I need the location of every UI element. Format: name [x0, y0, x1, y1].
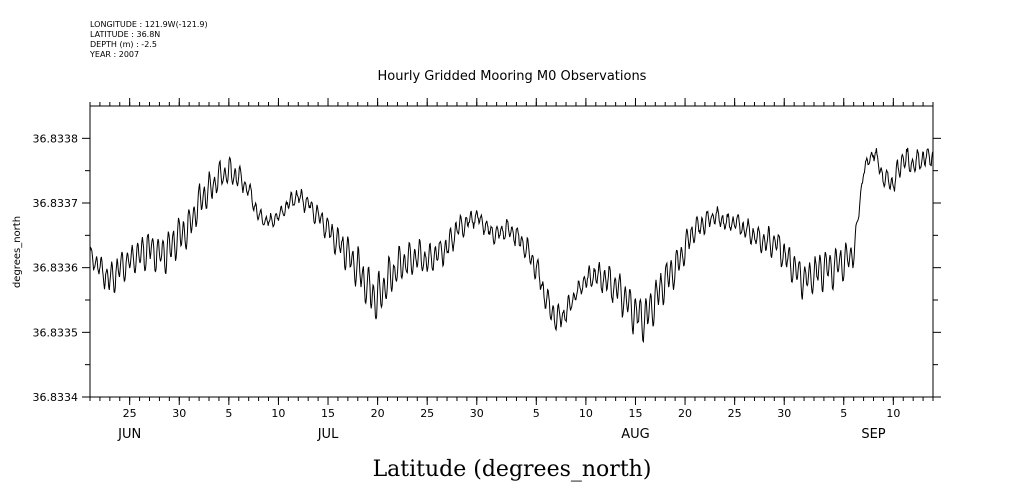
y-tick-label: 36.8334	[33, 391, 79, 404]
x-tick-label: 5	[840, 407, 847, 420]
y-tick-label: 36.8337	[33, 197, 79, 210]
year-info: YEAR : 2007	[90, 50, 140, 59]
y-tick-label: 36.8336	[33, 262, 79, 275]
depth-info: DEPTH (m) : -2.5	[90, 40, 157, 49]
x-tick-label: 10	[886, 407, 900, 420]
x-tick-label: 10	[579, 407, 593, 420]
y-tick-label: 36.8335	[33, 326, 79, 339]
x-tick-label: 10	[271, 407, 285, 420]
x-tick-label: 5	[533, 407, 540, 420]
x-month-label: JUN	[117, 427, 141, 442]
chart-title: Hourly Gridded Mooring M0 Observations	[378, 69, 647, 84]
x-axis-ticks	[89, 98, 934, 405]
plot-frame	[89, 105, 934, 398]
x-tick-label: 25	[123, 407, 137, 420]
longitude-info: LONGITUDE : 121.9W(-121.9)	[90, 20, 208, 29]
x-axis-month-labels: JUN JUL AUG SEP	[117, 427, 886, 442]
x-tick-label: 30	[172, 407, 186, 420]
x-month-label: JUL	[317, 427, 339, 442]
x-tick-label: 15	[628, 407, 642, 420]
x-tick-label: 25	[728, 407, 742, 420]
x-tick-label: 30	[470, 407, 484, 420]
x-tick-label: 25	[420, 407, 434, 420]
x-month-label: SEP	[861, 427, 885, 442]
series-line	[89, 147, 934, 344]
x-axis-label: Latitude (degrees_north)	[373, 457, 652, 482]
y-axis-tick-labels: 36.8334 36.8335 36.8336 36.8337 36.8338	[33, 132, 79, 404]
x-tick-label: 15	[321, 407, 335, 420]
y-tick-label: 36.8338	[33, 132, 79, 145]
x-tick-label: 30	[777, 407, 791, 420]
dataset-info: LONGITUDE : 121.9W(-121.9) LATITUDE : 36…	[90, 20, 208, 60]
y-axis-label: degrees_north	[12, 216, 23, 288]
x-tick-label: 20	[678, 407, 692, 420]
x-tick-label: 20	[371, 407, 385, 420]
latitude-info: LATITUDE : 36.8N	[90, 30, 161, 39]
x-tick-label: 5	[225, 407, 232, 420]
x-month-label: AUG	[621, 427, 649, 442]
y-axis-ticks	[82, 137, 941, 398]
x-axis-tick-labels: 25 30 5 10 15 20 25 30 5 10 15 20 25 30 5 10	[123, 407, 901, 420]
